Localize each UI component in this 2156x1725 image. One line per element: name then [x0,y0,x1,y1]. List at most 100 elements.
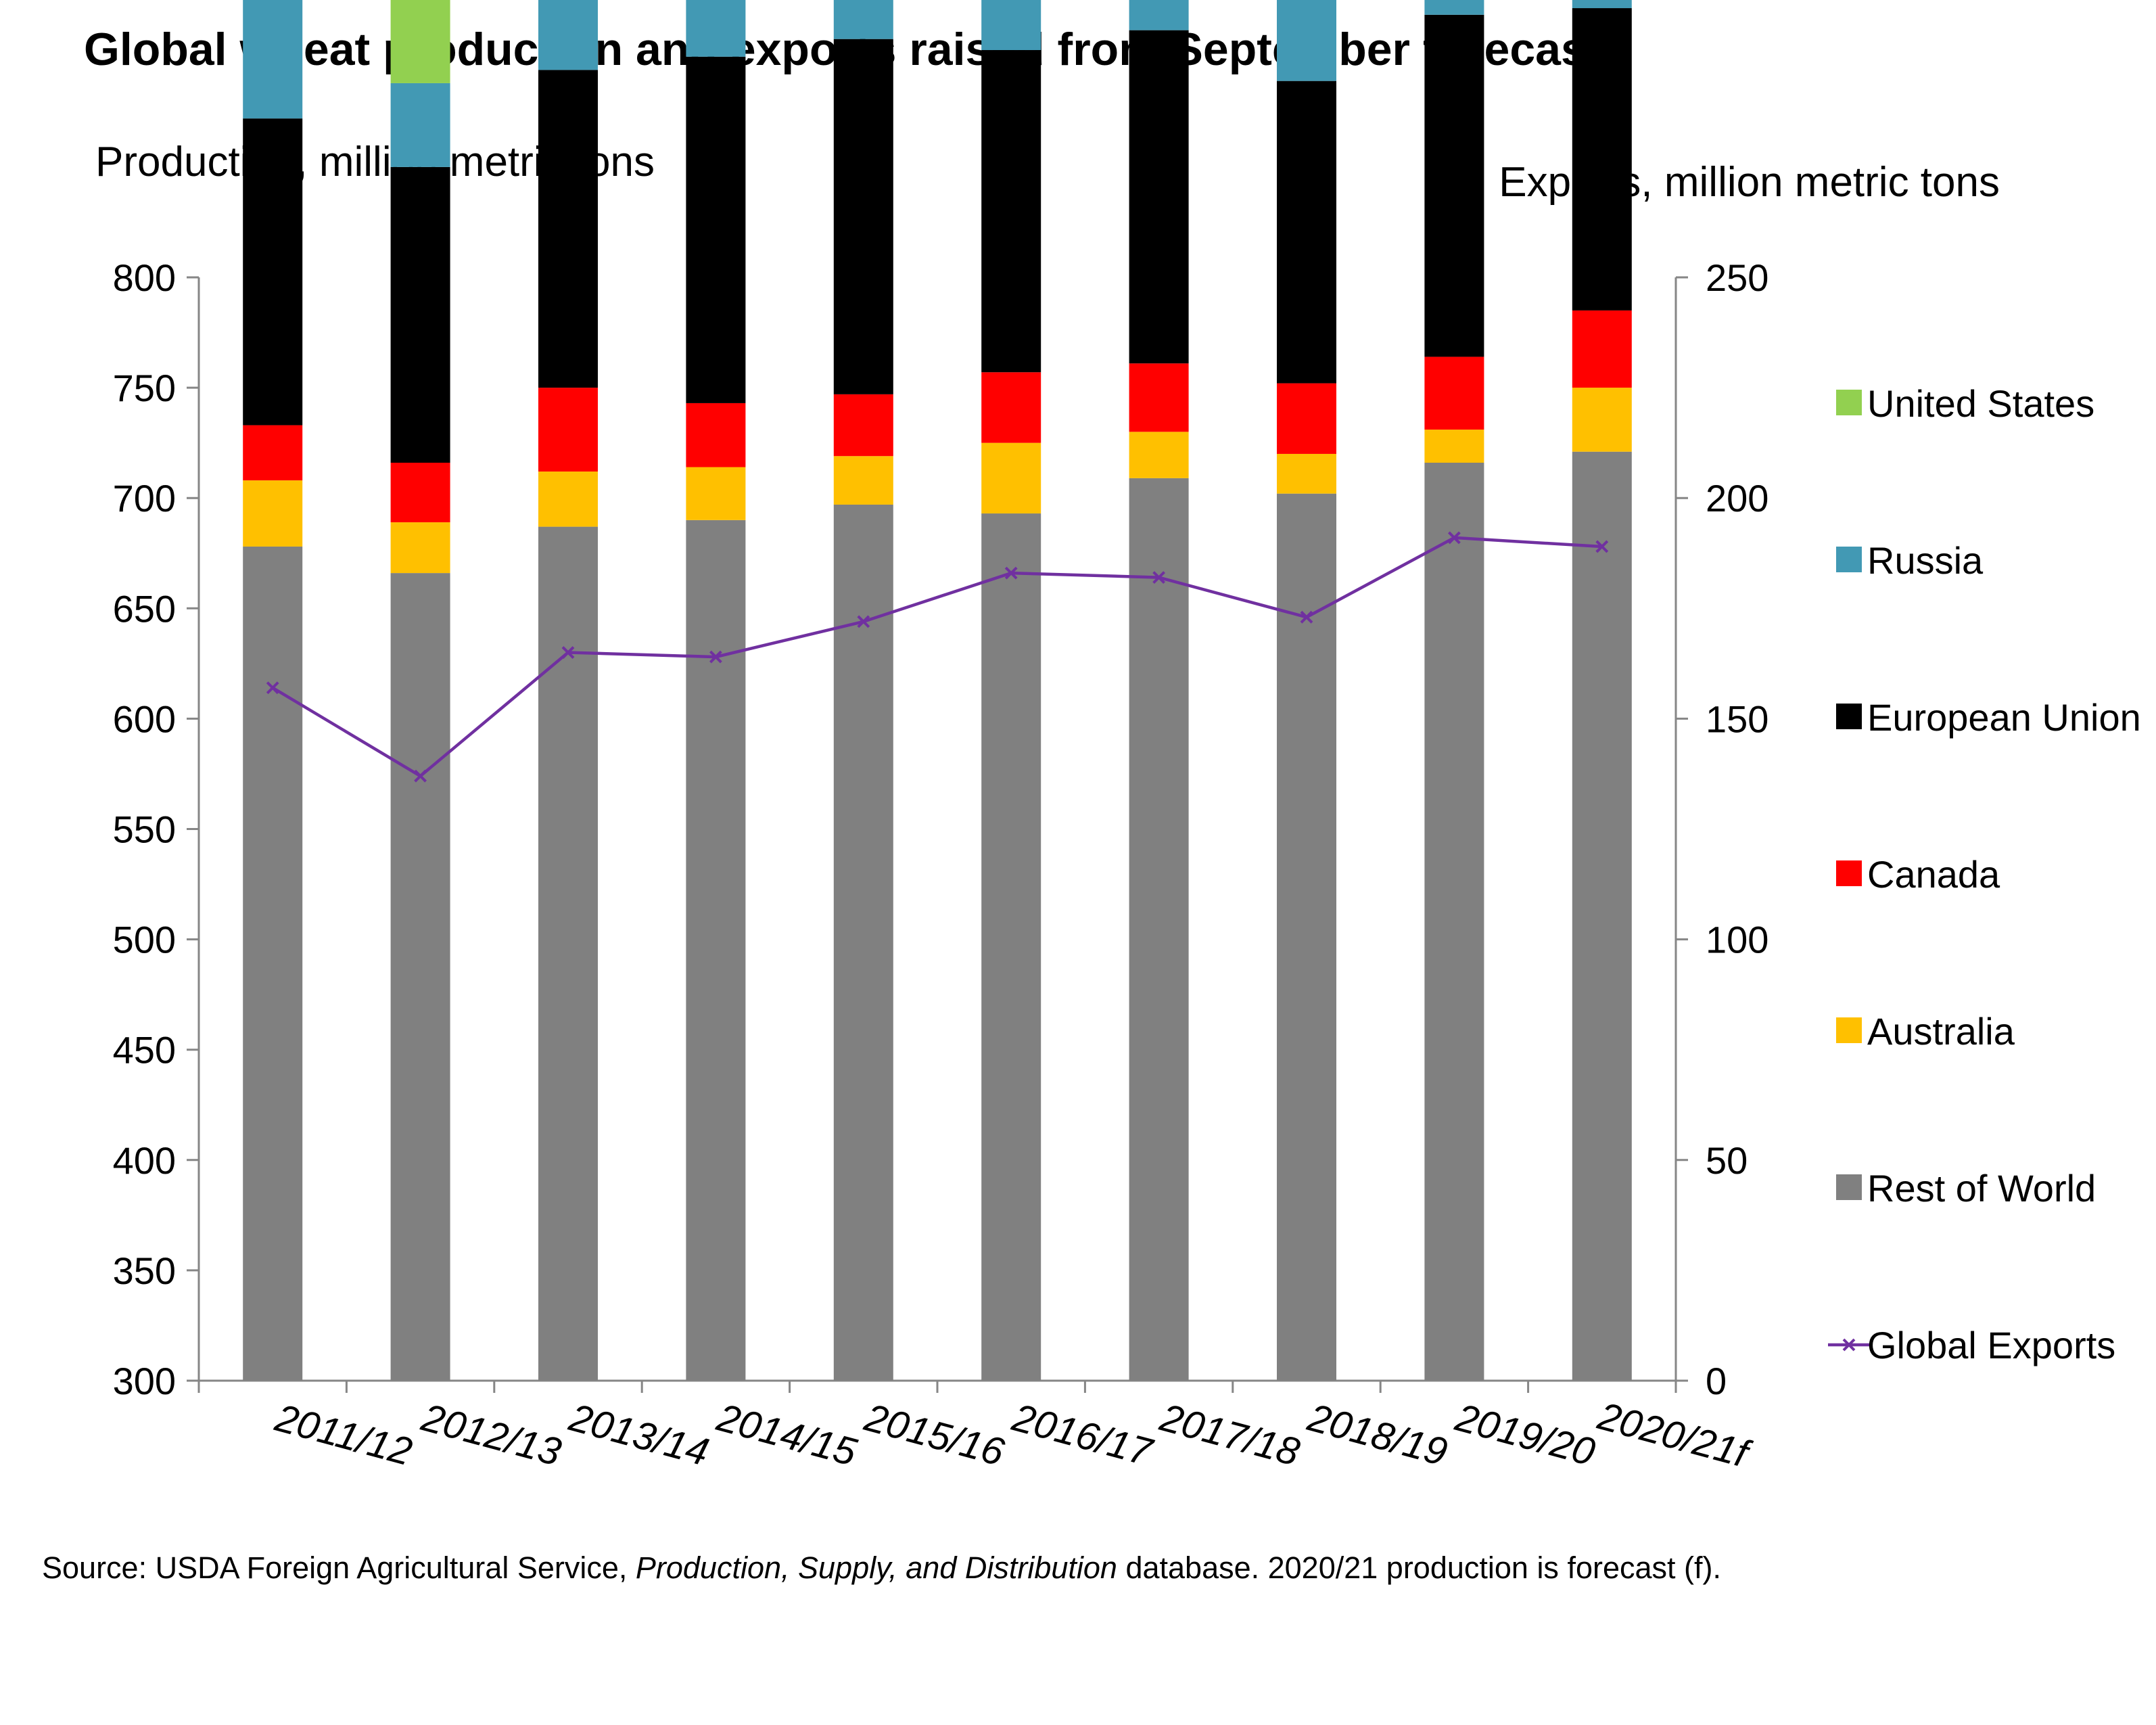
legend-label-european-union: European Union [1867,696,2141,739]
bar-segment-canada [538,388,598,472]
legend-swatch-canada [1836,860,1862,886]
bar-segment-canada [1129,363,1189,432]
exports-point-marker [561,646,575,659]
source-database-name: Production, Supply, and Distribution [635,1550,1117,1585]
bar-segment-russia [1277,0,1336,81]
bar-segment-european-union [1277,80,1336,384]
left-tick-label: 600 [113,697,176,740]
legend-label-united-states: United States [1867,382,2094,425]
exports-point-marker [1300,610,1313,624]
bar-segment-russia [981,0,1041,51]
right-tick-label: 200 [1706,477,1768,520]
legend-label-australia: Australia [1867,1010,2015,1053]
category-label: 2015/16 [860,1395,1009,1474]
right-tick-label: 100 [1706,919,1768,961]
bar-segment-australia [1424,430,1484,463]
bar-segment-european-union [1129,30,1189,364]
bar-segment-rest-of-world [1572,451,1632,1381]
left-tick-label: 650 [113,587,176,630]
legend-swatch-european-union [1836,704,1862,729]
bars [243,0,1632,1381]
legend-swatch-australia [1836,1017,1862,1043]
category-label: 2011/12 [271,1396,417,1474]
right-tick-label: 0 [1706,1360,1727,1402]
right-tick-label: 150 [1706,697,1768,740]
exports-point-marker [266,681,279,695]
category-label: 2013/14 [564,1395,713,1474]
bar-segment-rest-of-world [1277,493,1336,1381]
bar-segment-russia [1572,0,1632,9]
exports-point-marker [1447,531,1461,545]
bar-segment-european-union [243,118,303,426]
legend-label-canada: Canada [1867,853,2000,896]
bar-segment-canada [1572,310,1632,388]
bar-segment-european-union [833,39,893,394]
bar-segment-canada [390,463,450,523]
source-prefix: Source: USDA Foreign Agricultural Servic… [42,1550,636,1585]
exports-point-marker [1595,540,1609,553]
bar-segment-rest-of-world [833,504,893,1381]
legend-swatch-united-states [1836,390,1862,415]
bar-segment-canada [1277,383,1336,454]
bar-segment-european-union [981,50,1041,373]
bar-segment-russia [538,0,598,70]
legend-swatch-rest-of-world [1836,1174,1862,1200]
right-tick-label: 250 [1706,256,1768,299]
bar-segment-australia [981,442,1041,514]
bar-segment-russia [686,0,746,57]
exports-point-marker [414,769,427,783]
bar-segment-united-states [390,0,450,83]
exports-point-marker [709,650,722,664]
right-tick-label: 50 [1706,1139,1748,1182]
category-labels: 2011/12 2012/13 2013/14 2014/15 2015/16 2016/… [271,1394,1756,1477]
bar-segment-australia [538,472,598,527]
exports-point-marker [1152,571,1166,584]
bar-segment-russia [1129,0,1189,30]
bar-segment-european-union [686,56,746,403]
category-label: 2016/17 [1008,1395,1158,1475]
legend-label-russia: Russia [1867,539,1984,582]
legend: United States Russia European Union Canada A… [1828,382,2141,1366]
bar-segment-european-union [390,166,450,463]
bar-segment-rest-of-world [686,520,746,1381]
category-label: 2012/13 [417,1395,565,1474]
left-tick-label: 700 [113,477,176,520]
bar-segment-russia [243,0,303,119]
bar-segment-canada [981,372,1041,443]
left-tick-label: 550 [113,808,176,851]
category-label: 2017/18 [1155,1395,1304,1474]
category-label: 2020/21f [1593,1394,1756,1477]
bar-segment-australia [686,467,746,520]
bar-segment-australia [1129,432,1189,478]
legend-marker-global-exports [1842,1338,1856,1352]
source-note: Source: USDA Foreign Agricultural Servic… [42,1550,1721,1586]
bar-segment-rest-of-world [1424,463,1484,1381]
bar-segment-russia [1424,0,1484,15]
exports-line [266,531,1609,783]
left-tick-label: 800 [113,256,176,299]
left-tick-label: 400 [113,1139,176,1182]
bar-segment-australia [833,456,893,505]
bar-segment-canada [1424,356,1484,430]
bar-segment-rest-of-world [390,573,450,1381]
bar-segment-australia [1572,388,1632,452]
left-tick-label: 750 [113,367,176,409]
category-label: 2014/15 [712,1395,862,1474]
left-tick-label: 450 [113,1029,176,1072]
category-label: 2019/20 [1451,1395,1599,1474]
bar-segment-canada [833,394,893,457]
bar-segment-australia [243,480,303,547]
bar-segment-canada [243,425,303,481]
bar-segment-russia [833,0,893,39]
exports-line-path [272,536,1602,778]
tick-labels: 8007507006506005505004504003503002502001… [113,256,1769,1402]
bar-segment-rest-of-world [538,526,598,1381]
bar-segment-european-union [1424,14,1484,357]
bar-segment-rest-of-world [1129,478,1189,1381]
exports-point-marker [1004,566,1018,580]
bar-segment-rest-of-world [981,513,1041,1381]
bar-segment-european-union [1572,8,1632,310]
left-tick-label: 300 [113,1360,176,1402]
bar-segment-canada [686,402,746,467]
